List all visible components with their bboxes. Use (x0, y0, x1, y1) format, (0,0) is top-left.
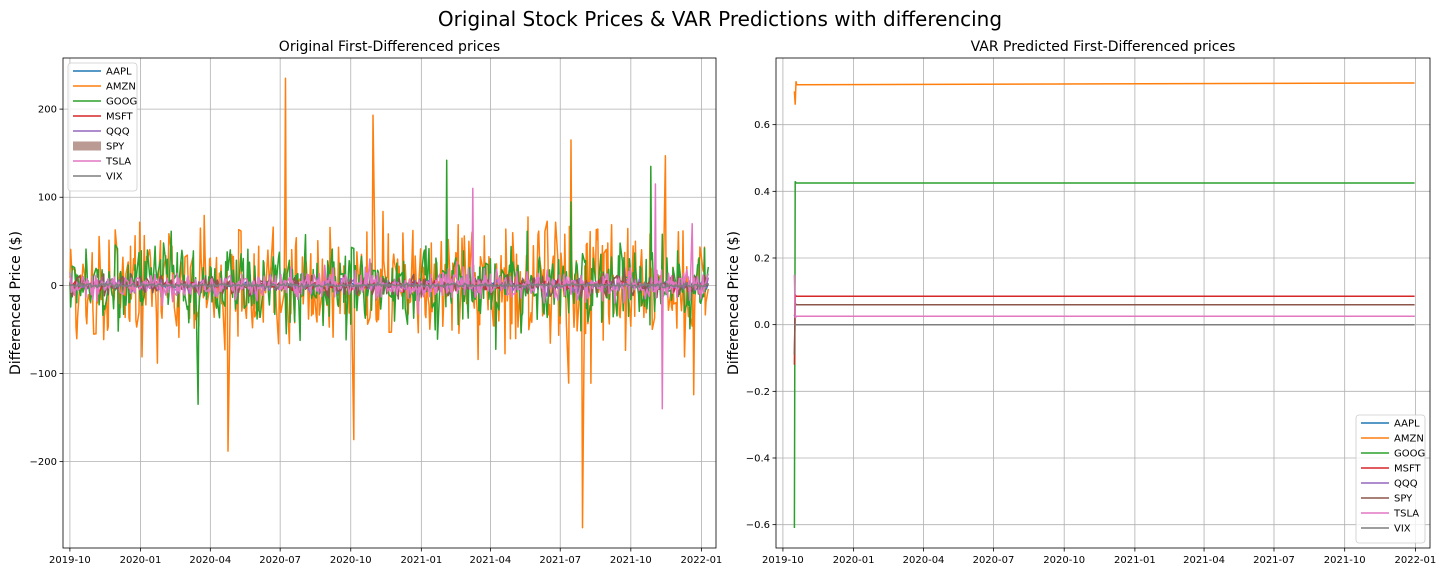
plot-area (793, 81, 1415, 529)
series-line-goog (793, 180, 1415, 529)
legend-label-goog: GOOG (106, 97, 137, 108)
chart-panel-2: 2019-10 2020-01 2020-04 2020-07 2020-10 2021-… (726, 39, 1436, 566)
x-tick-label: 2020-04 (903, 555, 945, 566)
legend-label-msft: MSFT (106, 112, 134, 123)
y-tick-label: −0.4 (746, 454, 770, 465)
x-tick-label: 2021-07 (1253, 555, 1295, 566)
y-tick-label: 0.6 (754, 120, 770, 131)
axes-frame (62, 57, 717, 549)
y-tick-label: −100 (30, 369, 57, 380)
y-tick-label: −0.2 (746, 387, 770, 398)
legend-label-amzn: AMZN (1394, 434, 1424, 445)
legend-box (1355, 414, 1426, 544)
legend: AAPL AMZN GOOG MSFT QQQ SPY TSLA VIX (67, 62, 138, 192)
legend-label-vix: VIX (1394, 524, 1411, 535)
figure-suptitle: Original Stock Prices & VAR Predictions … (437, 7, 1003, 31)
y-tick-label: −0.6 (746, 520, 770, 531)
x-tick-label: 2021-01 (1114, 555, 1156, 566)
legend-label-tsla: TSLA (105, 157, 131, 168)
legend-label-goog: GOOG (1394, 449, 1425, 460)
series-line-tsla (793, 274, 1415, 319)
x-tick-label: 2022-01 (1394, 555, 1436, 566)
chart-panel-1: 2019-10 2020-01 2020-04 2020-07 2020-10 2021-… (8, 39, 722, 566)
legend-label-aapl: AAPL (1394, 419, 1420, 430)
legend-box (67, 62, 138, 192)
x-tick-label: 2021-10 (610, 555, 652, 566)
x-tick-label: 2019-10 (762, 555, 804, 566)
y-tick-label: 0.2 (754, 254, 770, 265)
series-line-amzn (793, 81, 1415, 105)
plot-area (69, 77, 710, 529)
axes-frame (775, 57, 1431, 549)
x-tick-label: 2020-07 (973, 555, 1015, 566)
y-axis-label: Differenced Price ($) (726, 231, 742, 375)
x-tick-label: 2019-10 (49, 555, 91, 566)
x-tick-label: 2020-04 (189, 555, 231, 566)
series-line-vix (69, 281, 709, 291)
x-tick-label: 2021-10 (1324, 555, 1366, 566)
y-axis-label: Differenced Price ($) (8, 231, 24, 375)
y-tick-label: 0 (51, 281, 57, 292)
x-tick-label: 2020-01 (833, 555, 875, 566)
y-tick-label: 0.4 (754, 187, 770, 198)
y-tick-label: 0.0 (754, 320, 770, 331)
legend-label-tsla: TSLA (1393, 509, 1419, 520)
y-tick-label: −200 (30, 457, 57, 468)
legend-label-qqq: QQQ (106, 127, 130, 138)
x-tick-label: 2020-07 (259, 555, 301, 566)
x-tick-label: 2021-04 (1183, 555, 1225, 566)
x-tick-label: 2021-01 (400, 555, 442, 566)
x-tick-label: 2021-07 (539, 555, 581, 566)
x-tick-label: 2020-10 (330, 555, 372, 566)
legend-label-spy: SPY (1394, 494, 1413, 505)
y-tick-label: 100 (38, 193, 57, 204)
y-tick-label: 200 (38, 105, 57, 116)
x-tick-label: 2022-01 (681, 555, 723, 566)
legend-label-aapl: AAPL (106, 67, 132, 78)
legend-label-spy: SPY (106, 142, 125, 153)
axes-title: VAR Predicted First-Differenced prices (971, 39, 1236, 55)
legend: AAPL AMZN GOOG MSFT QQQ SPY TSLA VIX (1355, 414, 1426, 544)
legend-label-qqq: QQQ (1394, 479, 1418, 490)
legend-label-amzn: AMZN (106, 82, 136, 93)
legend-label-vix: VIX (106, 172, 123, 183)
legend-label-msft: MSFT (1394, 464, 1422, 475)
x-tick-label: 2020-01 (120, 555, 162, 566)
x-tick-label: 2021-04 (470, 555, 512, 566)
series-line-spy (793, 302, 1415, 355)
axes-title: Original First-Differenced prices (279, 39, 500, 55)
x-tick-label: 2020-10 (1043, 555, 1085, 566)
